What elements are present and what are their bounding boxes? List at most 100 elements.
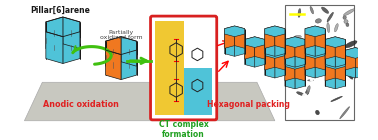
Polygon shape [355,56,366,78]
Ellipse shape [310,6,314,14]
Polygon shape [285,45,295,67]
Polygon shape [255,45,265,67]
Polygon shape [285,37,305,47]
Polygon shape [366,66,375,89]
Circle shape [297,38,302,43]
Ellipse shape [344,66,353,79]
Polygon shape [63,32,80,64]
Ellipse shape [340,107,350,119]
Polygon shape [375,66,378,89]
Polygon shape [275,34,285,56]
Polygon shape [265,26,275,48]
Text: Partially
oxidized form: Partially oxidized form [100,30,143,40]
Polygon shape [305,26,315,48]
Ellipse shape [294,35,301,38]
Ellipse shape [322,7,328,13]
Ellipse shape [335,24,338,32]
Polygon shape [345,56,355,78]
Polygon shape [305,56,315,78]
Ellipse shape [327,12,333,22]
Polygon shape [245,37,265,47]
Ellipse shape [317,60,323,74]
Ellipse shape [285,49,293,60]
Polygon shape [366,58,375,81]
Ellipse shape [344,9,355,16]
Circle shape [303,94,307,98]
Polygon shape [325,37,335,59]
Polygon shape [121,37,136,66]
Ellipse shape [327,23,330,33]
Ellipse shape [297,92,304,96]
Polygon shape [105,50,121,80]
Polygon shape [305,26,325,37]
Polygon shape [245,37,255,59]
Polygon shape [265,56,275,78]
Polygon shape [345,48,366,58]
Ellipse shape [302,66,306,77]
Polygon shape [295,37,305,59]
Polygon shape [121,50,136,80]
Ellipse shape [343,16,346,19]
Ellipse shape [304,40,311,48]
Ellipse shape [316,110,319,115]
Polygon shape [265,48,275,70]
Ellipse shape [308,80,313,81]
Polygon shape [46,17,63,49]
Ellipse shape [305,90,308,95]
Ellipse shape [286,80,301,85]
Polygon shape [265,48,285,58]
Polygon shape [285,66,295,89]
Polygon shape [325,45,335,67]
Polygon shape [105,37,121,66]
Ellipse shape [311,43,318,50]
Polygon shape [325,58,335,81]
Polygon shape [315,48,325,70]
Polygon shape [235,26,245,48]
Polygon shape [46,32,63,64]
Text: Hexagonal packing: Hexagonal packing [207,100,290,109]
Polygon shape [375,58,378,81]
Polygon shape [315,34,325,56]
Polygon shape [275,26,285,48]
Circle shape [319,77,322,81]
Ellipse shape [346,23,349,27]
Polygon shape [355,48,366,70]
Polygon shape [285,58,305,69]
FancyBboxPatch shape [285,5,355,120]
Polygon shape [245,45,255,67]
Polygon shape [335,66,345,89]
Ellipse shape [330,96,342,102]
FancyBboxPatch shape [150,16,217,120]
Polygon shape [275,48,285,70]
Text: CT complex
formation: CT complex formation [159,120,209,139]
Polygon shape [366,58,378,69]
Polygon shape [225,26,245,37]
Polygon shape [325,66,335,89]
Circle shape [342,78,344,80]
Polygon shape [315,26,325,48]
Polygon shape [155,21,184,115]
Polygon shape [255,37,265,59]
Circle shape [329,82,332,85]
Ellipse shape [306,86,310,95]
Ellipse shape [323,28,325,32]
Polygon shape [285,58,295,81]
Ellipse shape [285,43,296,47]
Text: Pillar[6]arene: Pillar[6]arene [31,6,91,15]
Polygon shape [305,48,325,58]
Ellipse shape [333,48,336,52]
Ellipse shape [294,48,299,55]
Polygon shape [25,82,275,121]
Polygon shape [335,37,345,59]
Polygon shape [285,37,295,59]
Polygon shape [225,26,235,48]
Ellipse shape [345,41,357,48]
Ellipse shape [330,77,335,85]
Polygon shape [295,45,305,67]
Polygon shape [325,37,345,47]
Text: Anodic oxidation: Anodic oxidation [43,100,119,109]
Polygon shape [345,48,355,70]
Polygon shape [295,66,305,89]
Polygon shape [63,17,80,49]
Circle shape [336,33,338,35]
